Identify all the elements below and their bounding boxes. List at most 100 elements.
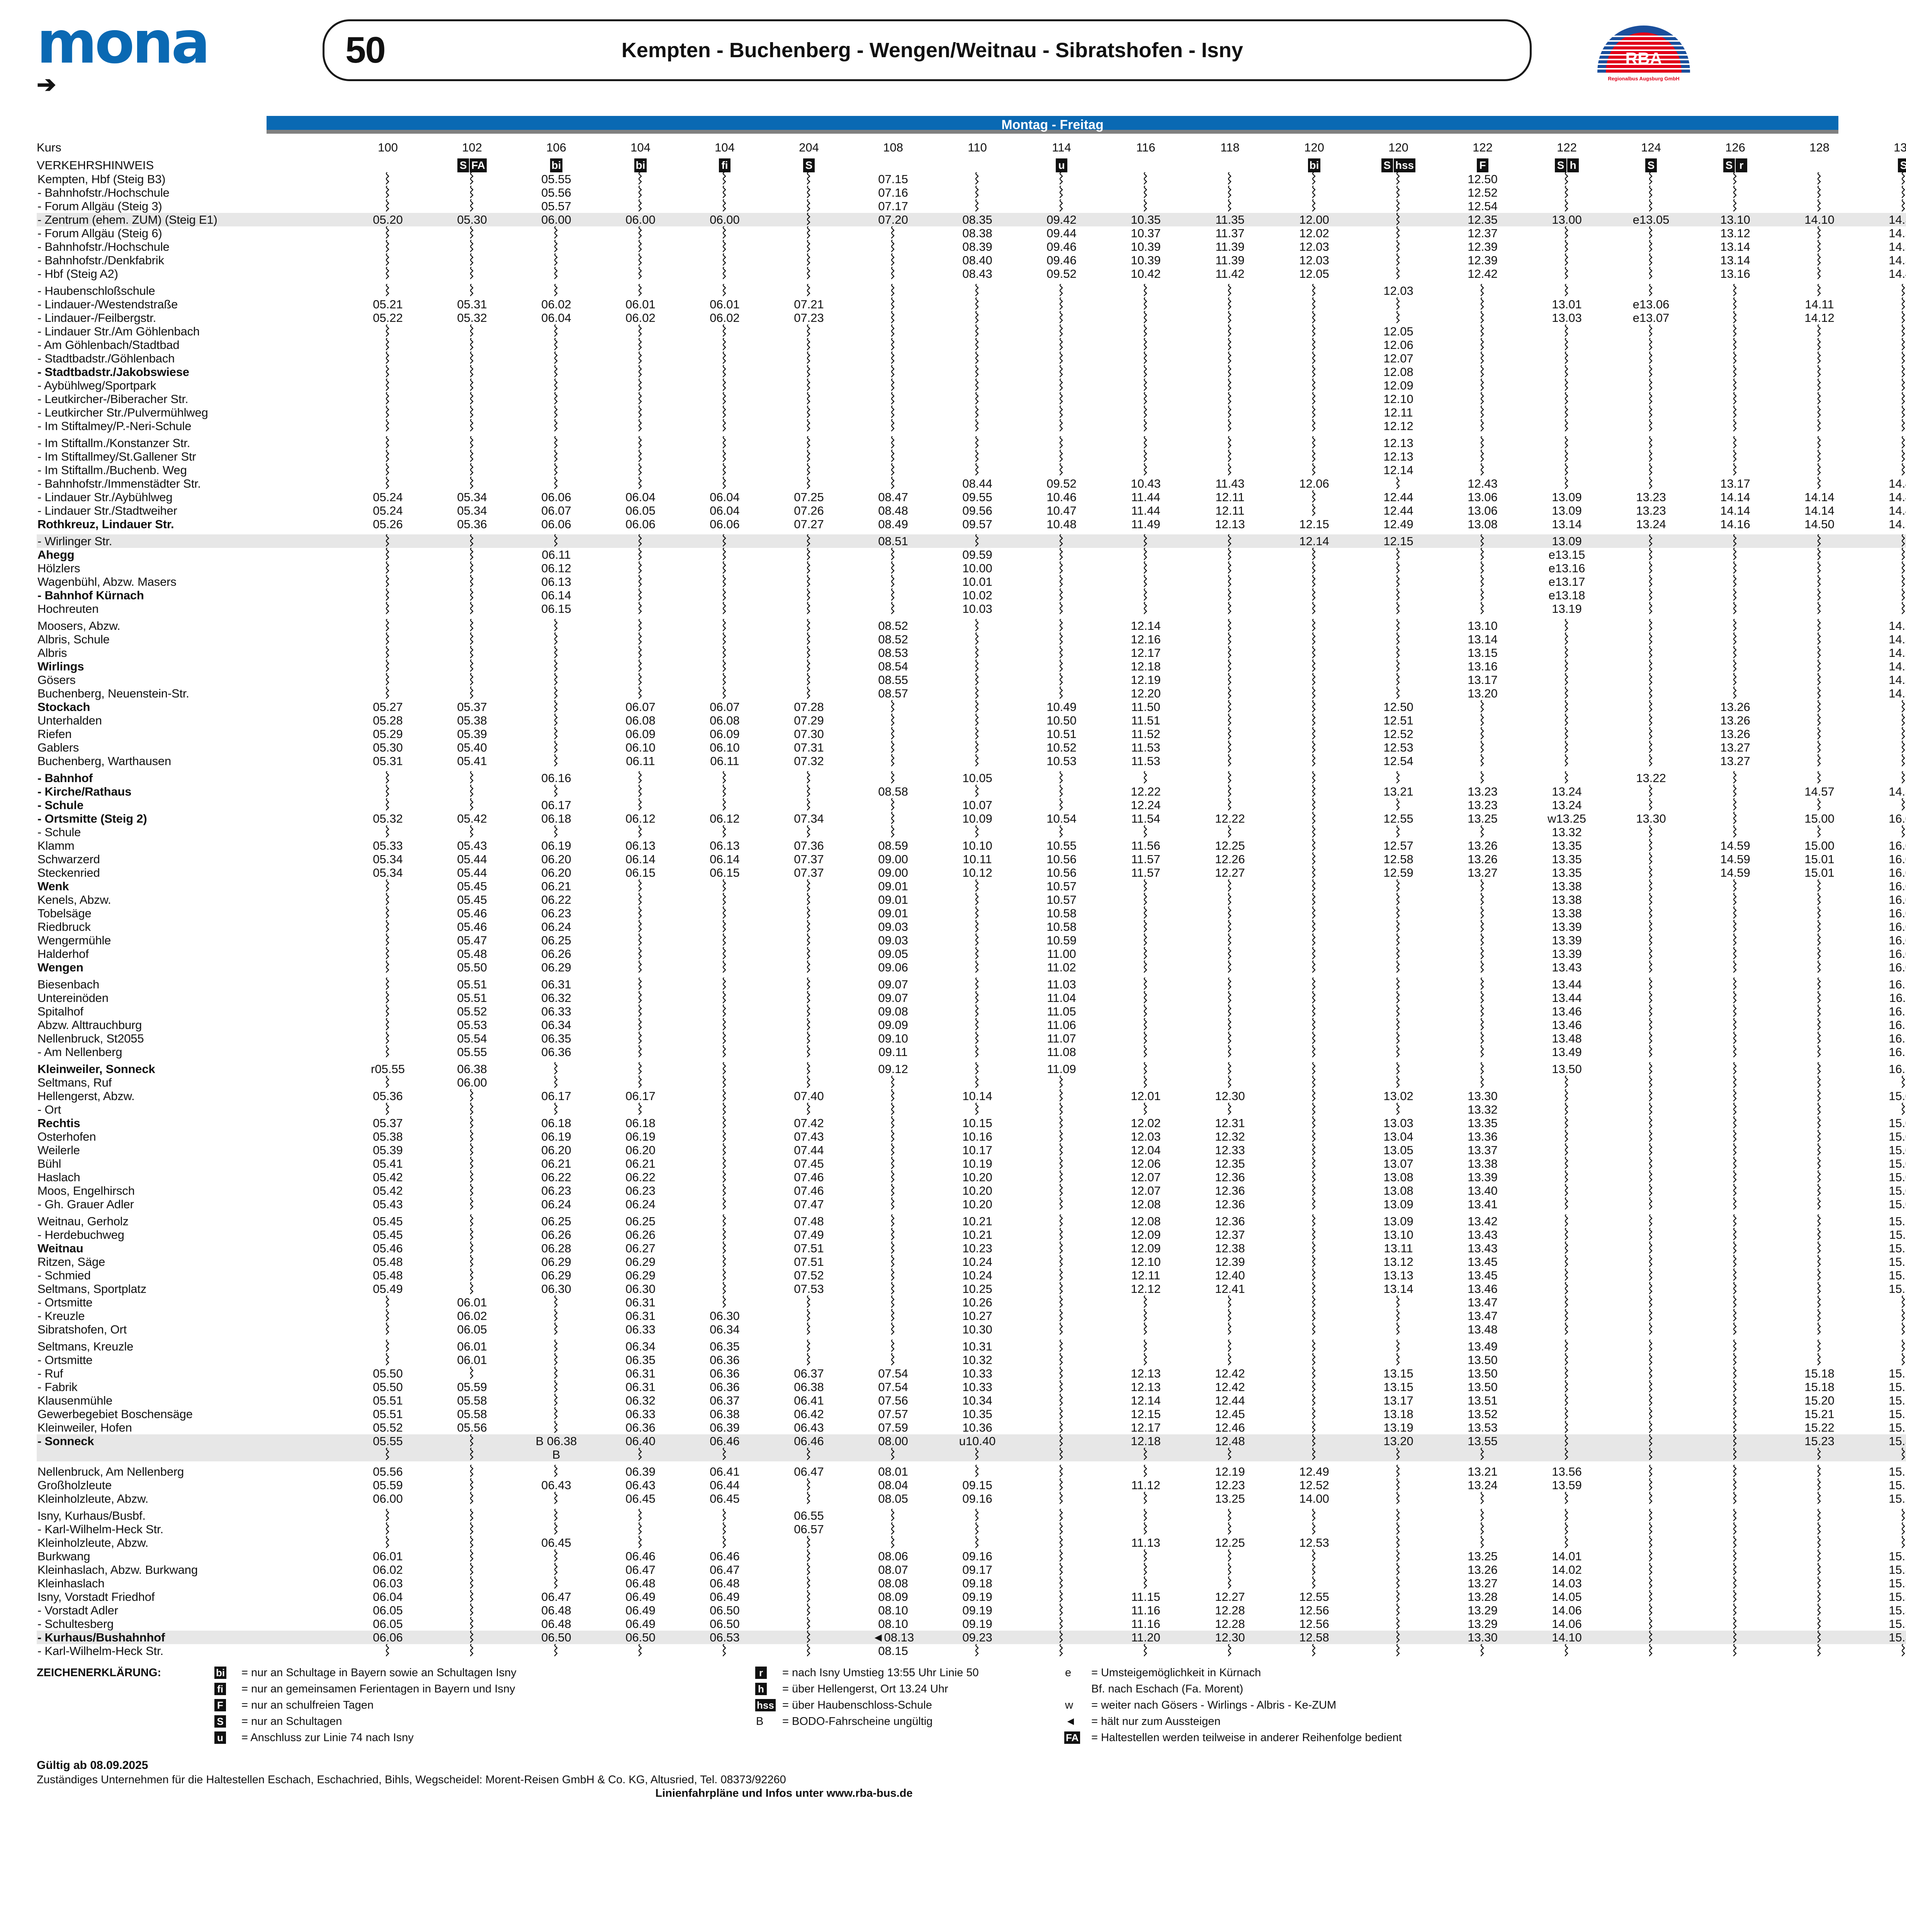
no-service-squiggle [1019, 1478, 1104, 1492]
departure-time [683, 602, 767, 616]
no-service-squiggle [514, 450, 598, 463]
no-service-squiggle [1525, 1353, 1609, 1367]
section-divider-cell [683, 1336, 767, 1340]
section-divider-cell [1525, 1461, 1609, 1465]
no-service-squiggle [1777, 199, 1862, 213]
no-service-squiggle [430, 1434, 514, 1448]
departure-time: 10.05 [962, 771, 992, 785]
no-service-squiggle [683, 548, 767, 561]
departure-time: 09.44 [1046, 226, 1077, 240]
departure-time [514, 687, 598, 700]
no-service-squiggle [430, 463, 514, 477]
departure-time [1693, 934, 1777, 947]
section-divider-cell [1019, 531, 1104, 534]
course-number: 116 [1136, 141, 1155, 154]
departure-time: 10.58 [1046, 906, 1077, 920]
no-service-squiggle [767, 1062, 851, 1076]
no-service-squiggle [1777, 1522, 1862, 1536]
departure-time [1609, 660, 1693, 673]
no-service-squiggle [1104, 338, 1188, 352]
no-service-squiggle [430, 1130, 514, 1143]
course-badge: bi [550, 158, 563, 172]
departure-time [935, 1032, 1019, 1045]
no-service-squiggle [683, 879, 767, 893]
departure-time [1356, 1549, 1441, 1563]
departure-time [1019, 1242, 1104, 1255]
departure-time: 12.58 [1383, 852, 1413, 866]
departure-time [1609, 602, 1693, 616]
no-service-squiggle [767, 1617, 851, 1631]
no-service-squiggle [1609, 879, 1693, 893]
no-service-squiggle [1272, 1005, 1356, 1018]
stop-name: - Kirche/Rathaus [37, 785, 132, 798]
departure-time [851, 798, 935, 812]
departure-time [1188, 714, 1272, 727]
departure-time [1188, 1062, 1272, 1076]
departure-time [1609, 1269, 1693, 1282]
no-service-squiggle [1693, 392, 1777, 406]
departure-time: 12.50 [1383, 700, 1413, 714]
departure-time [598, 392, 683, 406]
no-service-squiggle [1777, 1465, 1862, 1478]
departure-time [1693, 619, 1777, 633]
departure-time [767, 934, 851, 947]
departure-time [346, 1309, 430, 1323]
departure-time: 07.23 [794, 311, 824, 325]
no-service-squiggle [1188, 436, 1272, 450]
departure-time [430, 1197, 514, 1211]
no-service-squiggle [1188, 646, 1272, 660]
departure-time [767, 646, 851, 660]
no-service-squiggle [1609, 1509, 1693, 1522]
no-service-squiggle [1777, 419, 1862, 433]
departure-time [1609, 365, 1693, 379]
departure-time: 13.08 [1383, 1184, 1413, 1197]
no-service-squiggle [1188, 1563, 1272, 1577]
departure-time: 06.34 [541, 1018, 571, 1032]
no-service-squiggle [1609, 714, 1693, 727]
departure-time [430, 365, 514, 379]
departure-time [1609, 406, 1693, 419]
departure-time: 09.03 [878, 934, 908, 947]
section-divider [37, 433, 346, 436]
no-service-squiggle [1609, 633, 1693, 646]
departure-time [851, 1448, 935, 1461]
no-service-squiggle [1525, 1282, 1609, 1296]
legend-text: = über Haubenschloss-Schule [782, 1699, 932, 1711]
no-service-squiggle [1525, 240, 1609, 253]
no-service-squiggle [1862, 1509, 1906, 1522]
departure-time [1693, 1076, 1777, 1089]
no-service-squiggle [1777, 1492, 1862, 1505]
departure-time: 15.10 [1889, 1214, 1906, 1228]
no-service-squiggle [767, 1492, 851, 1505]
departure-time: 08.49 [878, 517, 908, 531]
departure-time [430, 785, 514, 798]
no-service-squiggle [1019, 1590, 1104, 1604]
stop-name: Kleinholzleute, Abzw. [37, 1536, 149, 1549]
departure-time: 12.10 [1131, 1255, 1161, 1269]
no-service-squiggle [598, 961, 683, 974]
departure-time [683, 771, 767, 785]
departure-time: 14.14 [1720, 490, 1750, 504]
no-service-squiggle [1609, 1184, 1693, 1197]
departure-time [1019, 1465, 1104, 1478]
no-service-squiggle [1777, 741, 1862, 754]
no-service-squiggle [1777, 1242, 1862, 1255]
departure-time [1609, 1536, 1693, 1549]
departure-time [1609, 754, 1693, 768]
no-service-squiggle [1862, 1340, 1906, 1353]
no-service-squiggle [1104, 906, 1188, 920]
departure-time: 13.21 [1468, 1465, 1498, 1478]
section-divider-cell [1525, 1505, 1609, 1509]
no-service-squiggle [1019, 798, 1104, 812]
departure-time [1693, 450, 1777, 463]
no-service-squiggle [1104, 1076, 1188, 1089]
no-service-squiggle [1862, 1076, 1906, 1089]
no-service-squiggle [851, 798, 935, 812]
no-service-squiggle [1525, 1242, 1609, 1255]
departure-time [683, 1214, 767, 1228]
departure-time: 13.26 [1468, 839, 1498, 852]
stop-name: Burkwang [37, 1549, 90, 1563]
page-header: mona ➔ 50 Kempten - Buchenberg - Wengen/… [0, 0, 1906, 116]
no-service-squiggle [1609, 906, 1693, 920]
departure-time [683, 978, 767, 991]
